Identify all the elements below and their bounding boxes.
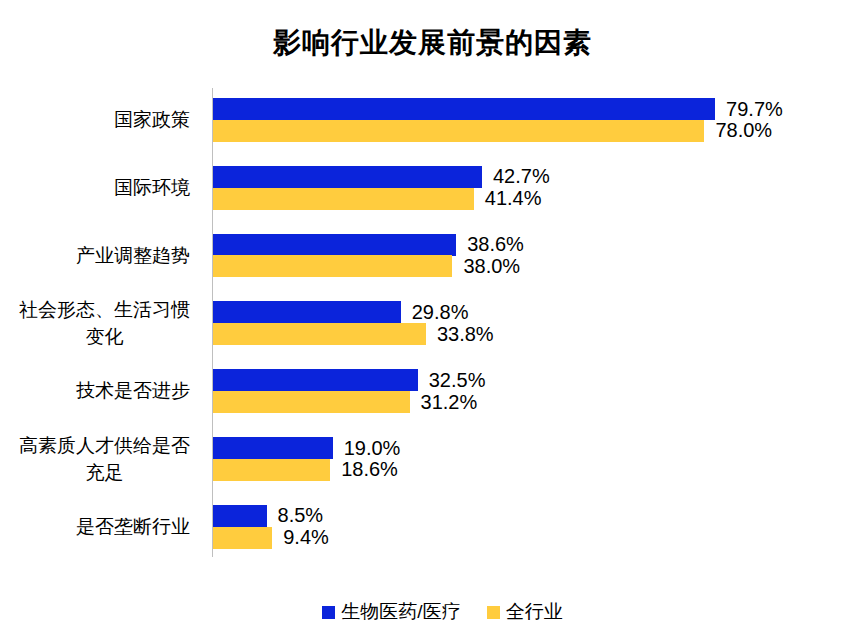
bar-all-industries: [213, 120, 704, 142]
bar-all-industries: [213, 391, 410, 413]
category-label: 高素质人才供给是否 充足: [0, 437, 190, 481]
bar-all-industries: [213, 527, 272, 549]
value-label-all-industries: 38.0%: [463, 255, 520, 277]
bar-biomed-medical: [213, 166, 482, 188]
legend: 生物医药/医疗 全行业: [10, 599, 865, 625]
category-label: 产业调整趋势: [0, 234, 190, 278]
category-label: 技术是否进步: [0, 369, 190, 413]
bar-biomed-medical: [213, 369, 418, 391]
category-label: 国际环境: [0, 166, 190, 210]
bar-all-industries: [213, 188, 474, 210]
value-label-biomed-medical: 79.7%: [726, 98, 783, 120]
legend-label-biomed: 生物医药/医疗: [341, 599, 460, 625]
bar-all-industries: [213, 255, 452, 277]
plot-area: 国家政策79.7%78.0%国际环境42.7%41.4%产业调整趋势38.6%3…: [0, 88, 865, 557]
value-label-biomed-medical: 8.5%: [278, 505, 324, 527]
chart-title: 影响行业发展前景的因素: [0, 24, 865, 62]
bar-biomed-medical: [213, 301, 401, 323]
category-label: 社会形态、生活习惯 变化: [0, 301, 190, 345]
value-label-biomed-medical: 38.6%: [467, 234, 524, 256]
legend-item-all: 全行业: [487, 599, 563, 625]
value-label-biomed-medical: 19.0%: [344, 437, 401, 459]
bar-biomed-medical: [213, 98, 715, 120]
value-label-all-industries: 41.4%: [485, 188, 542, 210]
legend-swatch-all: [487, 606, 500, 619]
value-label-biomed-medical: 29.8%: [412, 301, 469, 323]
value-label-all-industries: 9.4%: [283, 527, 329, 549]
value-label-all-industries: 18.6%: [341, 459, 398, 481]
value-label-biomed-medical: 42.7%: [493, 166, 550, 188]
bar-biomed-medical: [213, 234, 456, 256]
category-label: 是否垄断行业: [0, 505, 190, 549]
value-label-all-industries: 33.8%: [437, 323, 494, 345]
legend-item-biomed: 生物医药/医疗: [322, 599, 460, 625]
value-label-biomed-medical: 32.5%: [429, 369, 486, 391]
bar-all-industries: [213, 459, 330, 481]
bar-biomed-medical: [213, 437, 333, 459]
bar-biomed-medical: [213, 505, 267, 527]
legend-swatch-biomed: [322, 606, 335, 619]
category-label: 国家政策: [0, 98, 190, 142]
legend-label-all: 全行业: [506, 599, 563, 625]
value-label-all-industries: 78.0%: [715, 120, 772, 142]
bar-all-industries: [213, 323, 426, 345]
value-label-all-industries: 31.2%: [421, 391, 478, 413]
